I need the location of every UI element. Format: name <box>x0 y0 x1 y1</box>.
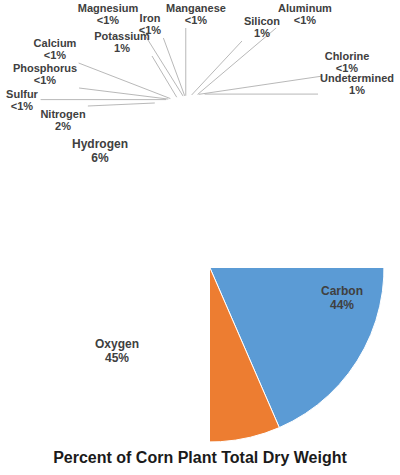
label-name: Chlorine <box>325 50 370 62</box>
label-value: <1% <box>139 24 162 36</box>
label-value: <1% <box>97 14 120 26</box>
slice <box>210 268 279 442</box>
leader-line <box>199 76 323 94</box>
label-name: Hydrogen <box>72 137 128 151</box>
leader-line <box>205 94 318 95</box>
data-label: Calcium<1% <box>34 37 77 61</box>
label-name: Iron <box>140 12 161 24</box>
label-value: <1% <box>34 74 57 86</box>
data-label: Chlorine<1% <box>325 50 370 74</box>
leader-line <box>41 99 167 100</box>
data-label: Carbon44% <box>321 284 363 312</box>
data-label: Sulfur<1% <box>6 88 38 112</box>
chart: Carbon44%Oxygen45%Hydrogen6%Nitrogen2%Su… <box>0 0 400 475</box>
label-value: 1% <box>349 84 365 96</box>
leader-line <box>79 88 168 99</box>
data-label: Aluminum<1% <box>278 2 332 26</box>
label-name: Aluminum <box>278 2 332 14</box>
data-label: Undetermined1% <box>320 72 394 96</box>
data-label: Phosphorus<1% <box>13 62 77 86</box>
data-label: Hydrogen6% <box>72 137 128 165</box>
leader-line <box>88 103 155 106</box>
label-value: 2% <box>55 120 71 132</box>
label-value: 1% <box>254 27 270 39</box>
leader-lines <box>41 28 323 106</box>
label-name: Oxygen <box>95 337 139 351</box>
title: Percent of Corn Plant Total Dry Weight <box>53 449 347 466</box>
label-name: Phosphorus <box>13 62 77 74</box>
leader-line <box>79 63 171 99</box>
label-name: Sulfur <box>6 88 38 100</box>
label-name: Magnesium <box>78 2 139 14</box>
label-value: 44% <box>330 298 354 312</box>
label-name: Calcium <box>34 37 77 49</box>
data-label: Nitrogen2% <box>40 108 86 132</box>
label-value: <1% <box>294 14 317 26</box>
data-label: Silicon1% <box>244 15 280 39</box>
label-value: <1% <box>185 14 208 26</box>
data-label: Manganese<1% <box>166 2 226 26</box>
leader-line <box>163 38 184 96</box>
label-name: Manganese <box>166 2 226 14</box>
data-label: Oxygen45% <box>95 337 139 365</box>
label-value: 6% <box>91 151 109 165</box>
label-name: Silicon <box>244 15 280 27</box>
leader-line <box>152 56 177 97</box>
leader-line <box>192 41 242 95</box>
label-value: <1% <box>44 49 67 61</box>
data-label: Iron<1% <box>139 12 162 36</box>
label-value: 45% <box>105 351 129 365</box>
data-label: Magnesium<1% <box>78 2 139 26</box>
label-value: <1% <box>11 100 34 112</box>
label-name: Undetermined <box>320 72 394 84</box>
label-name: Carbon <box>321 284 363 298</box>
leader-line <box>185 28 186 96</box>
data-labels: Carbon44%Oxygen45%Hydrogen6%Nitrogen2%Su… <box>6 2 394 365</box>
slices <box>210 268 384 442</box>
label-value: 1% <box>114 42 130 54</box>
label-name: Nitrogen <box>40 108 86 120</box>
